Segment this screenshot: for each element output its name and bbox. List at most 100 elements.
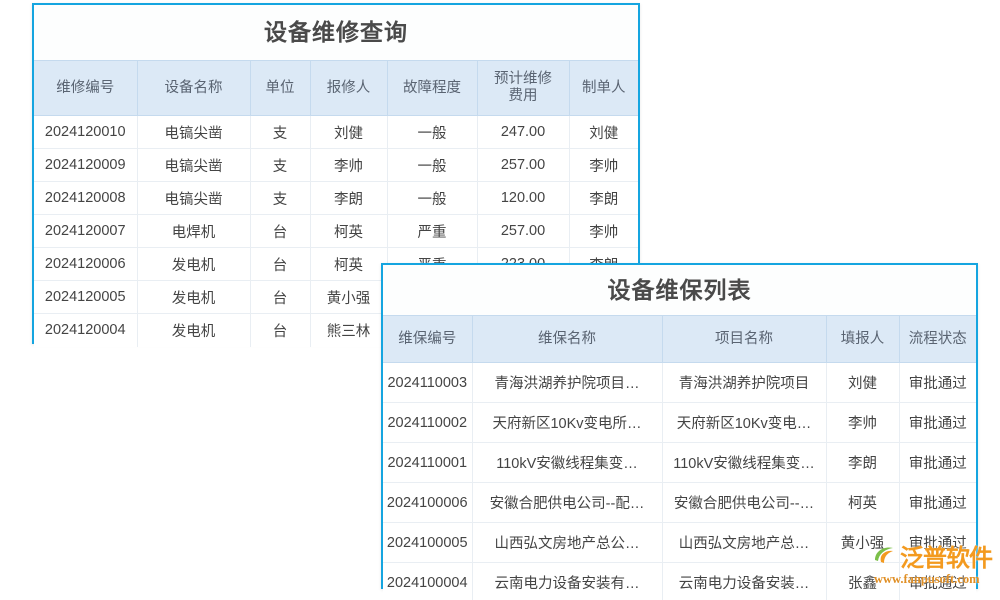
repair-cell-id[interactable]: 2024120009	[34, 148, 138, 182]
maintenance-cell-reporter[interactable]: 刘健	[826, 362, 900, 403]
repair-cell-unit: 支	[250, 148, 311, 182]
repair-query-window: 设备维修查询 维修编号 设备名称 单位 报修人 故障程度 预计维修 费用	[32, 3, 640, 347]
repair-cell-creator[interactable]: 李帅	[569, 214, 638, 248]
repair-query-table: 维修编号 设备名称 单位 报修人 故障程度 预计维修 费用 制单人 202412…	[34, 60, 638, 347]
repair-cell-creator[interactable]: 李帅	[569, 148, 638, 182]
maintenance-cell-name[interactable]: 安徽合肥供电公司--配…	[472, 482, 663, 523]
repair-cell-device[interactable]: 电焊机	[137, 214, 251, 248]
table-row[interactable]: 2024100005 山西弘文房地产总公… 山西弘文房地产总… 黄小强 审批通过	[383, 522, 976, 563]
repair-cell-unit: 支	[250, 181, 311, 215]
repair-cell-device[interactable]: 发电机	[137, 247, 251, 281]
repair-cell-cost: 257.00	[477, 148, 570, 182]
repair-col-creator[interactable]: 制单人	[569, 60, 638, 116]
maintenance-list-window: 设备维保列表 维保编号 维保名称 项目名称 填报人 流程状态 202411000…	[381, 263, 978, 600]
repair-cell-device[interactable]: 电镐尖凿	[137, 148, 251, 182]
repair-cell-reporter[interactable]: 熊三林	[310, 313, 388, 347]
maintenance-cell-project[interactable]: 山西弘文房地产总…	[662, 522, 827, 563]
maintenance-cell-id[interactable]: 2024100006	[383, 482, 473, 523]
maintenance-cell-id[interactable]: 2024110002	[383, 402, 473, 443]
maintenance-cell-project[interactable]: 天府新区10Kv变电…	[662, 402, 827, 443]
maintenance-cell-id[interactable]: 2024110001	[383, 442, 473, 483]
repair-cell-severity: 一般	[387, 148, 478, 182]
table-row[interactable]: 2024110002 天府新区10Kv变电所… 天府新区10Kv变电… 李帅 审…	[383, 402, 976, 443]
repair-cell-severity: 严重	[387, 214, 478, 248]
repair-col-cost-line1: 预计维修	[494, 71, 552, 88]
table-row[interactable]: 2024110003 青海洪湖养护院项目… 青海洪湖养护院项目 刘健 审批通过	[383, 362, 976, 403]
status-badge: 审批通过	[899, 362, 976, 403]
maintenance-cell-reporter[interactable]: 李朗	[826, 442, 900, 483]
maintenance-col-reporter[interactable]: 填报人	[826, 315, 900, 363]
maintenance-cell-reporter[interactable]: 柯英	[826, 482, 900, 523]
repair-col-device[interactable]: 设备名称	[137, 60, 251, 116]
repair-cell-id[interactable]: 2024120007	[34, 214, 138, 248]
repair-cell-device[interactable]: 发电机	[137, 313, 251, 347]
repair-cell-reporter[interactable]: 柯英	[310, 214, 388, 248]
maintenance-col-id[interactable]: 维保编号	[383, 315, 473, 363]
maintenance-cell-reporter[interactable]: 李帅	[826, 402, 900, 443]
repair-cell-id[interactable]: 2024120010	[34, 115, 138, 149]
maintenance-cell-project[interactable]: 安徽合肥供电公司--…	[662, 482, 827, 523]
repair-cell-reporter[interactable]: 李朗	[310, 181, 388, 215]
maintenance-cell-id[interactable]: 2024100005	[383, 522, 473, 563]
table-row[interactable]: 2024120010 电镐尖凿 支 刘健 一般 247.00 刘健	[34, 115, 638, 149]
repair-cell-reporter[interactable]: 刘健	[310, 115, 388, 149]
repair-header-row: 维修编号 设备名称 单位 报修人 故障程度 预计维修 费用 制单人	[34, 60, 638, 116]
repair-cell-severity: 一般	[387, 181, 478, 215]
repair-cell-id[interactable]: 2024120004	[34, 313, 138, 347]
maintenance-cell-name[interactable]: 山西弘文房地产总公…	[472, 522, 663, 563]
repair-cell-unit: 支	[250, 115, 311, 149]
maintenance-cell-reporter[interactable]: 黄小强	[826, 522, 900, 563]
maintenance-list-title: 设备维保列表	[383, 265, 976, 315]
repair-cell-id[interactable]: 2024120008	[34, 181, 138, 215]
maintenance-col-status[interactable]: 流程状态	[899, 315, 976, 363]
maintenance-cell-name[interactable]: 110kV安徽线程集变…	[472, 442, 663, 483]
maintenance-cell-name[interactable]: 云南电力设备安装有…	[472, 562, 663, 600]
repair-col-reporter[interactable]: 报修人	[310, 60, 388, 116]
status-badge: 审批通过	[899, 562, 976, 600]
table-row[interactable]: 2024120009 电镐尖凿 支 李帅 一般 257.00 李帅	[34, 148, 638, 182]
repair-cell-device[interactable]: 电镐尖凿	[137, 181, 251, 215]
repair-cell-cost: 120.00	[477, 181, 570, 215]
repair-cell-device[interactable]: 电镐尖凿	[137, 115, 251, 149]
repair-cell-reporter[interactable]: 李帅	[310, 148, 388, 182]
repair-col-unit[interactable]: 单位	[250, 60, 311, 116]
maintenance-cell-name[interactable]: 青海洪湖养护院项目…	[472, 362, 663, 403]
maintenance-col-project[interactable]: 项目名称	[662, 315, 827, 363]
maintenance-cell-project[interactable]: 青海洪湖养护院项目	[662, 362, 827, 403]
repair-col-id[interactable]: 维修编号	[34, 60, 138, 116]
maintenance-col-name[interactable]: 维保名称	[472, 315, 663, 363]
repair-col-cost-line2: 费用	[508, 88, 538, 104]
repair-cell-cost: 247.00	[477, 115, 570, 149]
maintenance-list-table: 维保编号 维保名称 项目名称 填报人 流程状态 2024110003 青海洪湖养…	[383, 315, 976, 600]
maintenance-cell-id[interactable]: 2024110003	[383, 362, 473, 403]
repair-cell-unit: 台	[250, 247, 311, 281]
maintenance-cell-reporter[interactable]: 张鑫	[826, 562, 900, 600]
repair-cell-id[interactable]: 2024120006	[34, 247, 138, 281]
repair-cell-severity: 一般	[387, 115, 478, 149]
maintenance-cell-project[interactable]: 云南电力设备安装…	[662, 562, 827, 600]
repair-col-severity[interactable]: 故障程度	[387, 60, 478, 116]
repair-query-title: 设备维修查询	[34, 5, 638, 60]
repair-cell-creator[interactable]: 李朗	[569, 181, 638, 215]
maintenance-cell-name[interactable]: 天府新区10Kv变电所…	[472, 402, 663, 443]
table-row[interactable]: 2024100006 安徽合肥供电公司--配… 安徽合肥供电公司--… 柯英 审…	[383, 482, 976, 523]
repair-col-cost[interactable]: 预计维修 费用	[477, 60, 570, 116]
table-row[interactable]: 2024110001 110kV安徽线程集变… 110kV安徽线程集变… 李朗 …	[383, 442, 976, 483]
status-badge: 审批通过	[899, 402, 976, 443]
status-badge: 审批通过	[899, 522, 976, 563]
maintenance-header-row: 维保编号 维保名称 项目名称 填报人 流程状态	[383, 315, 976, 363]
repair-table-head: 维修编号 设备名称 单位 报修人 故障程度 预计维修 费用 制单人	[34, 60, 638, 116]
repair-cell-creator[interactable]: 刘健	[569, 115, 638, 149]
maintenance-cell-id[interactable]: 2024100004	[383, 562, 473, 600]
table-row[interactable]: 2024120007 电焊机 台 柯英 严重 257.00 李帅	[34, 214, 638, 248]
repair-cell-reporter[interactable]: 柯英	[310, 247, 388, 281]
status-badge: 审批通过	[899, 442, 976, 483]
table-row[interactable]: 2024120008 电镐尖凿 支 李朗 一般 120.00 李朗	[34, 181, 638, 215]
table-row[interactable]: 2024100004 云南电力设备安装有… 云南电力设备安装… 张鑫 审批通过	[383, 562, 976, 600]
repair-cell-id[interactable]: 2024120005	[34, 280, 138, 314]
repair-cell-reporter[interactable]: 黄小强	[310, 280, 388, 314]
maintenance-cell-project[interactable]: 110kV安徽线程集变…	[662, 442, 827, 483]
status-badge: 审批通过	[899, 482, 976, 523]
repair-cell-device[interactable]: 发电机	[137, 280, 251, 314]
